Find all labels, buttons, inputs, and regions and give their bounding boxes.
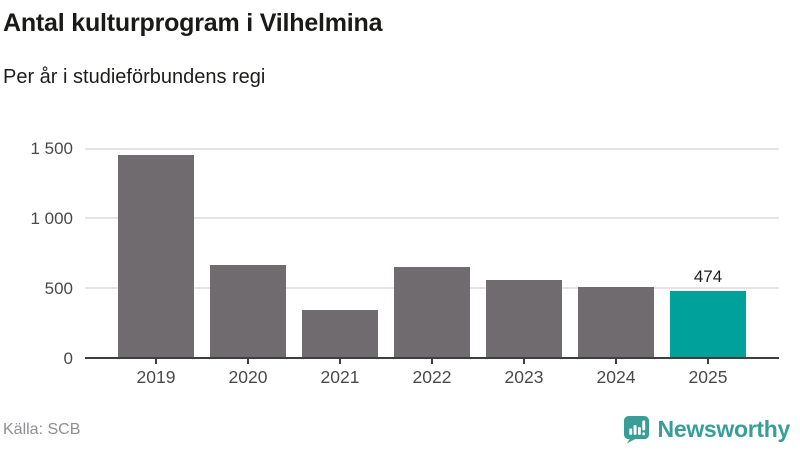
x-axis-tick-label: 2019 [136,367,176,387]
x-axis-tick-label: 2022 [412,367,452,387]
x-axis-tick-label: 2021 [320,367,360,387]
x-axis-tick [615,359,617,364]
x-axis-tick-label: 2023 [504,367,544,387]
y-axis-tick-label: 500 [44,279,73,299]
bar-2019 [118,155,194,357]
x-axis-category-2022: 2022 [394,359,470,387]
x-axis-category-2024: 2024 [578,359,654,387]
x-axis-tick-label: 2024 [596,367,636,387]
y-axis-tick-label: 1 000 [30,209,73,229]
bar-slot-2024 [578,149,654,357]
bar-slot-2025: 474 [670,149,746,357]
bars-container: 474 [85,149,779,357]
x-axis-category-2019: 2019 [118,359,194,387]
x-axis-category-2021: 2021 [302,359,378,387]
x-axis-tick [523,359,525,364]
x-axis: 2019 2020 2021 2022 2023 2024 2025 [85,359,779,387]
bar-slot-2019 [118,149,194,357]
y-axis: 0 500 1 000 1 500 [3,139,73,368]
bar-slot-2021 [302,149,378,357]
x-axis-category-2023: 2023 [486,359,562,387]
newsworthy-logo: Newsworthy [623,415,790,444]
bar-2023 [486,279,562,357]
bar-value-label: 474 [693,267,723,287]
x-axis-tick [431,359,433,364]
x-axis-tick [247,359,249,364]
x-axis-category-2025: 2025 [670,359,746,387]
x-axis-tick [155,359,157,364]
chart-footer: Källa: SCB Newsworthy [3,415,790,444]
bar-2020 [210,265,286,357]
bar-2022 [394,267,470,357]
bar-slot-2023 [486,149,562,357]
bar-slot-2020 [210,149,286,357]
chart-subtitle: Per år i studieförbundens regi [3,66,266,88]
x-axis-tick-label: 2020 [228,367,268,387]
bar-chart: 0 500 1 000 1 500 474 2019 2020 2021 2022 2023 2… [3,139,779,387]
chart-title: Antal kulturprogram i Vilhelmina [3,9,383,37]
x-axis-tick-label: 2025 [688,367,728,387]
x-axis-category-2020: 2020 [210,359,286,387]
y-axis-tick-label: 1 500 [30,139,73,158]
bar-2024 [578,287,654,357]
x-axis-tick [339,359,341,364]
gridline-1500 [85,148,779,150]
newsworthy-icon [623,416,649,444]
newsworthy-wordmark: Newsworthy [657,416,791,442]
bar-2025 [670,291,746,357]
bar-slot-2022 [394,149,470,357]
gridline-1000 [85,217,779,220]
bar-2021 [302,309,378,357]
source-label: Källa: SCB [3,420,81,438]
plot-area: 474 [85,148,779,359]
x-axis-tick [707,359,709,364]
y-axis-tick-label: 0 [63,349,73,368]
